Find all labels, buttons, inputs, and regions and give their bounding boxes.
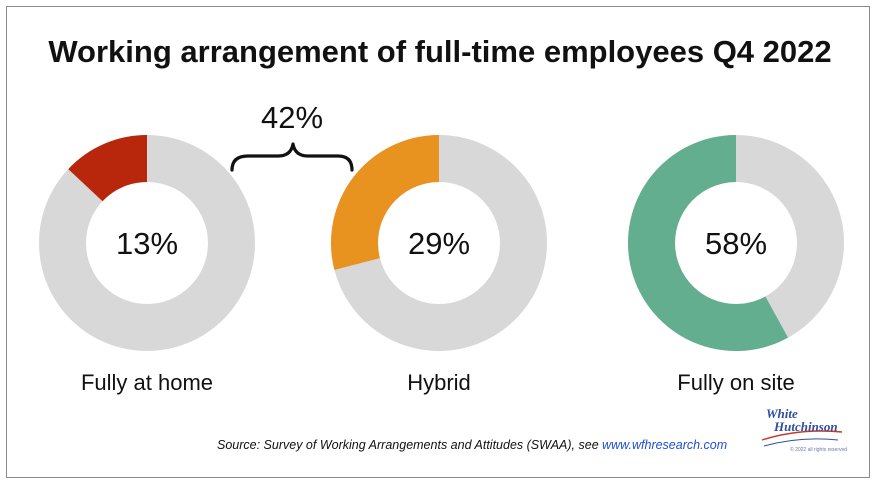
category-label-fully-at-home: Fully at home — [81, 370, 213, 395]
logo-swoosh — [761, 430, 843, 441]
donut-slice-fully-at-home — [68, 135, 147, 202]
logo-swoosh-2 — [763, 438, 839, 447]
logo-line-2: Hutchinson — [773, 419, 838, 434]
donut-slice-fully-on-site — [628, 135, 789, 351]
category-label-hybrid: Hybrid — [407, 370, 471, 395]
donut-group: 13% Fully at home 29% Hybrid 58% Fully on sit… — [39, 135, 844, 395]
logo-line-3: © 2022 all rights reserved — [790, 446, 847, 453]
logo-line-1: White — [766, 406, 798, 421]
source-note: Source: Survey of Working Arrangements a… — [217, 438, 727, 452]
source-link[interactable]: www.wfhresearch.com — [602, 438, 727, 452]
annotation-brace — [230, 142, 354, 172]
category-label-fully-on-site: Fully on site — [677, 370, 794, 395]
white-hutchinson-logo: White Hutchinson © 2022 all rights reser… — [761, 406, 847, 453]
slide-frame — [6, 6, 870, 478]
donut-value-label-hybrid: 29% — [408, 226, 470, 261]
donut-value-label-fully-on-site: 58% — [705, 226, 767, 261]
donut-value-label-fully-at-home: 13% — [116, 226, 178, 261]
chart-title: Working arrangement of full-time employe… — [48, 34, 831, 69]
annotation-label: 42% — [261, 100, 323, 135]
source-prefix: Source: Survey of Working Arrangements a… — [217, 438, 602, 452]
donut-slice-hybrid — [331, 135, 439, 270]
